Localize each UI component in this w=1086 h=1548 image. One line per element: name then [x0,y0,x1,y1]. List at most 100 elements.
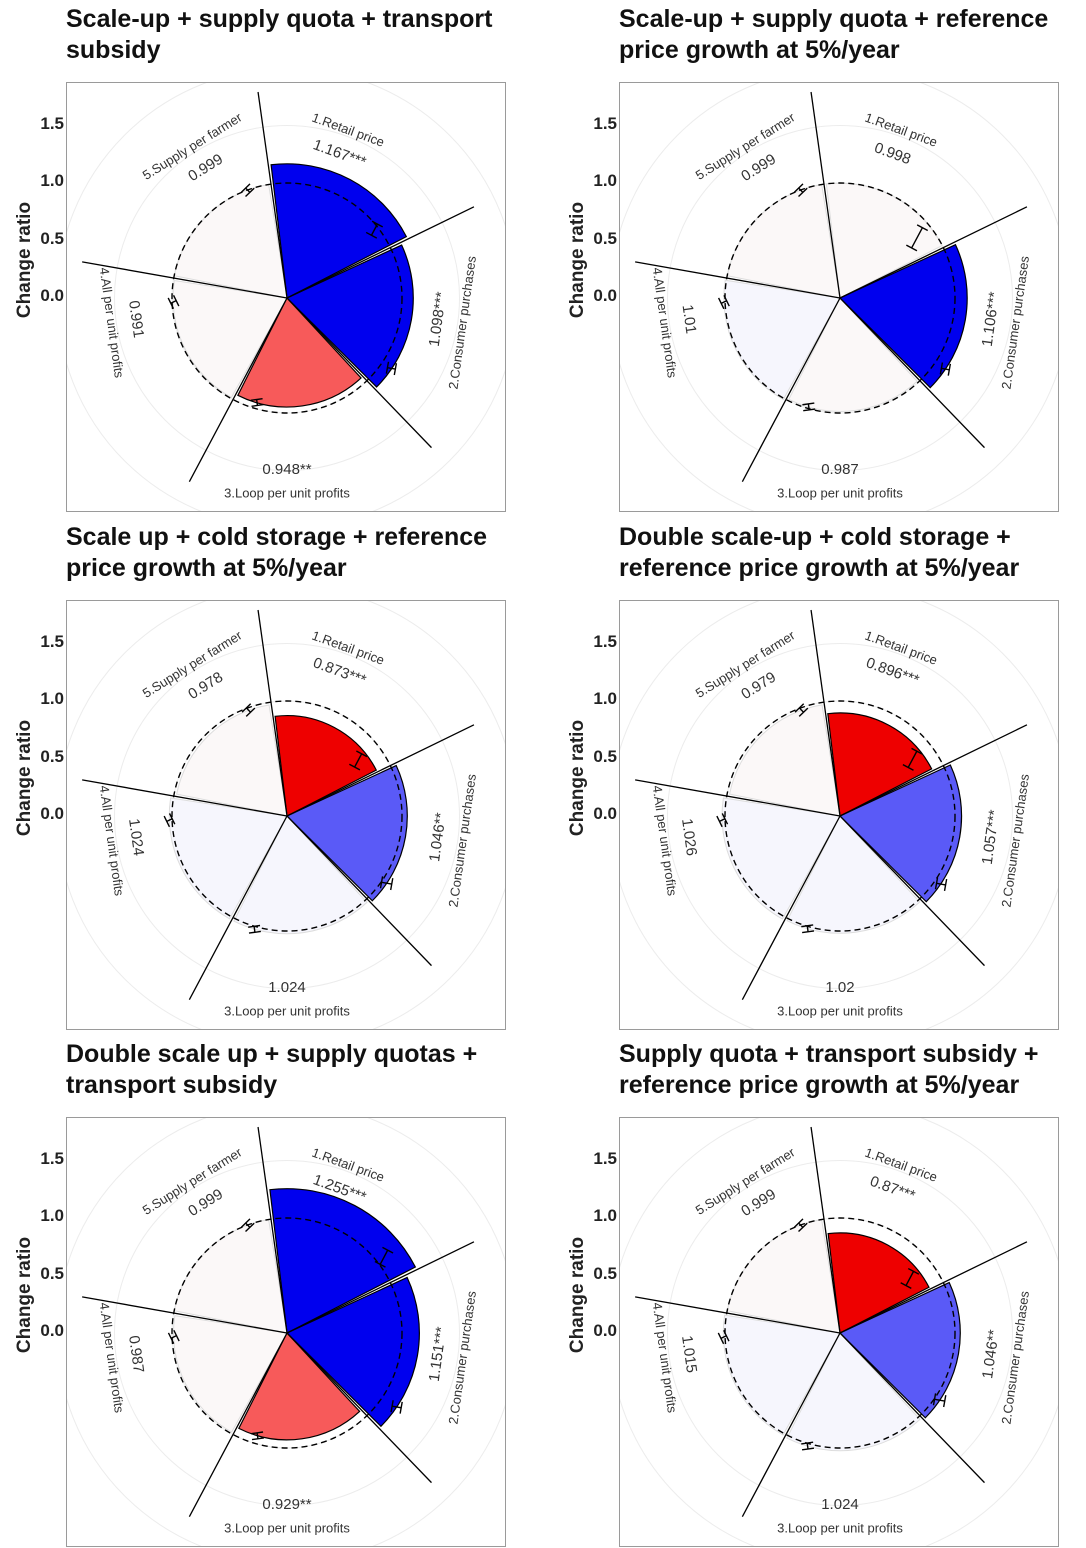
value-label: 1.015 [678,1334,700,1374]
bar-4 [722,1314,841,1436]
value-label: 1.046** [426,812,450,863]
bar-3 [237,296,362,408]
category-label: 3.Loop per unit profits [777,1003,903,1018]
bar-2 [838,243,968,389]
radial-separator [839,815,985,967]
radial-separator [839,724,1028,817]
radial-separator [839,297,985,449]
value-label: 1.046** [979,1329,1003,1380]
value-label: 1.024 [125,817,147,857]
grid-circle [667,1160,1013,1506]
y-tick-label: 0.5 [593,1263,617,1283]
y-tick-label: 0.5 [40,746,64,766]
error-bar-1 [902,747,923,771]
error-bar-2 [934,877,948,891]
error-bar-3 [801,1441,815,1451]
radial-separator [839,1332,985,1484]
value-label: 1.024 [821,1496,859,1513]
radial-separator [188,1332,288,1517]
error-bar-4 [167,1329,180,1344]
radial-separator [286,724,475,817]
y-tick-label: 0.5 [40,1263,64,1283]
y-tick-label: 1.0 [593,1206,617,1225]
radial-separator [286,297,432,449]
category-label: 4.All per unit profits [97,1301,127,1414]
grid-circle [114,1160,460,1506]
category-label: 2.Consumer purchases [445,773,479,909]
y-tick-label: 0.0 [593,1321,617,1340]
grid-circle [114,643,460,989]
bar-1 [827,1232,930,1334]
value-label: 1.024 [268,979,306,996]
error-bar-3 [248,924,261,934]
bar-3 [786,815,921,934]
y-axis-ticks: 1.5 1.0 0.5 0.0 [587,600,617,860]
radial-separator [82,779,288,817]
error-bar-5 [794,703,809,717]
y-axis-label-text: Change ratio [14,201,35,319]
radial-separator [257,1126,288,1334]
radial-separator [741,815,841,1000]
error-bar-5 [793,1218,808,1233]
y-tick-label: 0.5 [40,228,64,248]
error-bar-3 [802,402,816,412]
y-tick-label: 1.0 [40,689,64,708]
chart-panel-2: Scale-up + supply quota + reference pric… [553,0,1086,513]
radial-separator [635,1296,841,1334]
radial-separator [741,297,841,482]
bar-1 [269,1188,417,1334]
value-label: 0.999 [738,1186,779,1220]
radial-separator [286,815,432,967]
bar-3 [233,815,368,935]
value-label: 0.979 [738,669,779,703]
grid-circle [114,125,460,471]
radial-separator [257,91,288,299]
reference-circle [171,1217,403,1449]
y-tick-label: 1.5 [40,113,64,133]
error-bar-4 [167,294,180,309]
value-label: 1.057*** [979,809,1004,866]
y-tick-label: 1.0 [593,689,617,708]
chart-panel-6: Supply quota + transport subsidy + refer… [553,1035,1086,1548]
y-tick-label: 1.5 [40,631,64,651]
value-label: 0.999 [738,151,779,185]
error-bar-1 [906,224,929,252]
radial-separator [286,1332,432,1484]
value-label: 0.991 [125,299,147,339]
value-label: 1.151*** [426,1326,451,1383]
value-label: 1.106*** [979,291,1004,348]
y-tick-label: 1.0 [593,171,617,190]
y-axis-label-text: Change ratio [14,719,35,837]
error-bar-4 [716,813,729,828]
radial-separator [82,261,288,299]
category-label: 1.Retail price [863,110,939,150]
y-tick-label: 0.0 [593,804,617,823]
y-axis-ticks: 1.5 1.0 0.5 0.0 [34,82,64,342]
plot-area: 1.Retail price 0.87*** 2.Consumer purchase… [619,1117,1059,1547]
y-axis-label-text: Change ratio [567,201,588,319]
bar-5 [728,704,841,817]
error-bar-4 [717,1330,730,1345]
chart-title: Double scale-up + cold storage + referen… [619,523,1020,582]
category-label: 3.Loop per unit profits [224,1520,350,1535]
category-label: 4.All per unit profits [650,266,680,379]
plot-area: 1.Retail price 0.873*** 2.Consumer purchas… [66,600,506,1030]
radial-separator [257,609,288,817]
value-label: 0.998 [872,139,913,168]
bar-2 [838,1281,961,1419]
y-tick-label: 0.0 [593,286,617,305]
y-tick-label: 1.5 [593,1148,617,1168]
y-tick-label: 0.0 [40,286,64,305]
bar-1 [274,715,378,817]
value-label: 0.987 [125,1334,147,1374]
bar-3 [786,1332,921,1452]
error-bar-3 [251,1431,264,1441]
error-bar-5 [240,1218,255,1233]
y-tick-label: 1.5 [593,631,617,651]
y-tick-label: 0.0 [40,1321,64,1340]
y-axis-ticks: 1.5 1.0 0.5 0.0 [587,82,617,342]
